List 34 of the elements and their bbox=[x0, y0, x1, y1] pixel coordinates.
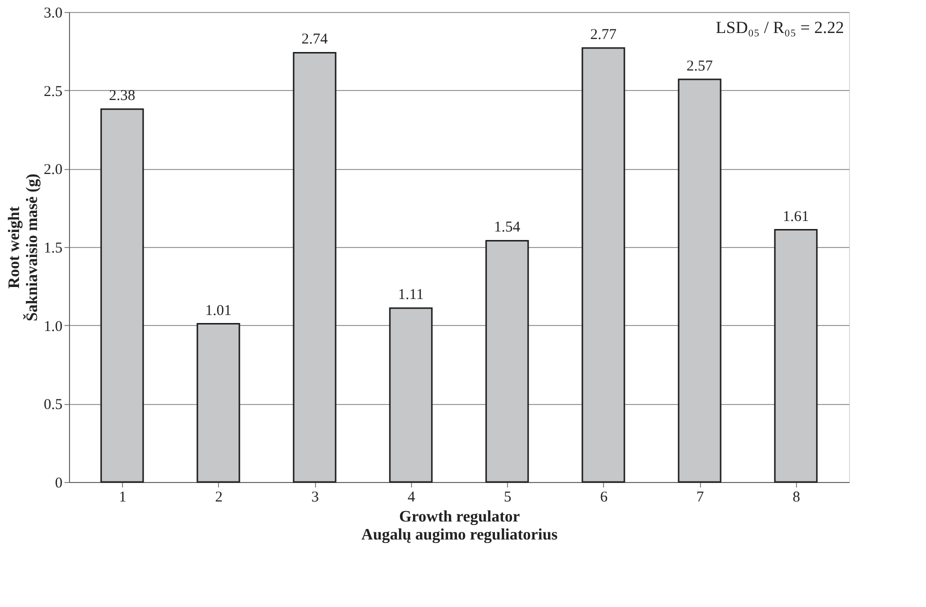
y-tick-label: 0 bbox=[55, 476, 62, 492]
y-tick-label: 1.0 bbox=[44, 318, 62, 335]
data-label: 1.61 bbox=[782, 208, 809, 225]
data-label: 1.01 bbox=[205, 302, 232, 319]
bar bbox=[389, 307, 433, 483]
annotation: LSD₀₅ / R₀₅ = 2.22 bbox=[716, 18, 844, 37]
x-axis-title: Growth regulator Augalų augimo reguliatorius bbox=[361, 508, 558, 544]
x-tick-label: 7 bbox=[696, 490, 704, 506]
x-tick-label: 8 bbox=[792, 490, 800, 506]
y-tick-label: 1.5 bbox=[44, 240, 62, 256]
x-tick-label: 6 bbox=[600, 490, 608, 506]
y-axis-title: Root weight Šakniavaisio masė (g) bbox=[6, 174, 41, 322]
data-label: 2.74 bbox=[302, 32, 328, 48]
y-tick-label: 2.5 bbox=[44, 84, 62, 100]
data-label: 1.11 bbox=[398, 287, 424, 304]
x-tick-label: 1 bbox=[118, 490, 126, 506]
bar bbox=[774, 229, 818, 483]
bar bbox=[485, 240, 529, 483]
bar bbox=[100, 108, 144, 483]
x-tick-label: 3 bbox=[311, 490, 319, 506]
bar bbox=[678, 78, 722, 483]
bar bbox=[582, 47, 626, 483]
bar bbox=[292, 52, 336, 483]
x-tick-label: 4 bbox=[408, 490, 416, 506]
y-tick-label: 0.5 bbox=[44, 397, 62, 414]
x-tick-label: 5 bbox=[504, 490, 512, 506]
data-label: 2.77 bbox=[590, 27, 617, 44]
data-label: 2.38 bbox=[109, 88, 136, 104]
x-tick-label: 2 bbox=[215, 490, 223, 506]
data-label: 2.57 bbox=[686, 58, 714, 74]
bar bbox=[196, 323, 240, 483]
y-tick-label: 3.0 bbox=[44, 6, 62, 22]
data-label: 1.54 bbox=[494, 220, 521, 236]
y-tick-label: 2.0 bbox=[44, 162, 62, 178]
